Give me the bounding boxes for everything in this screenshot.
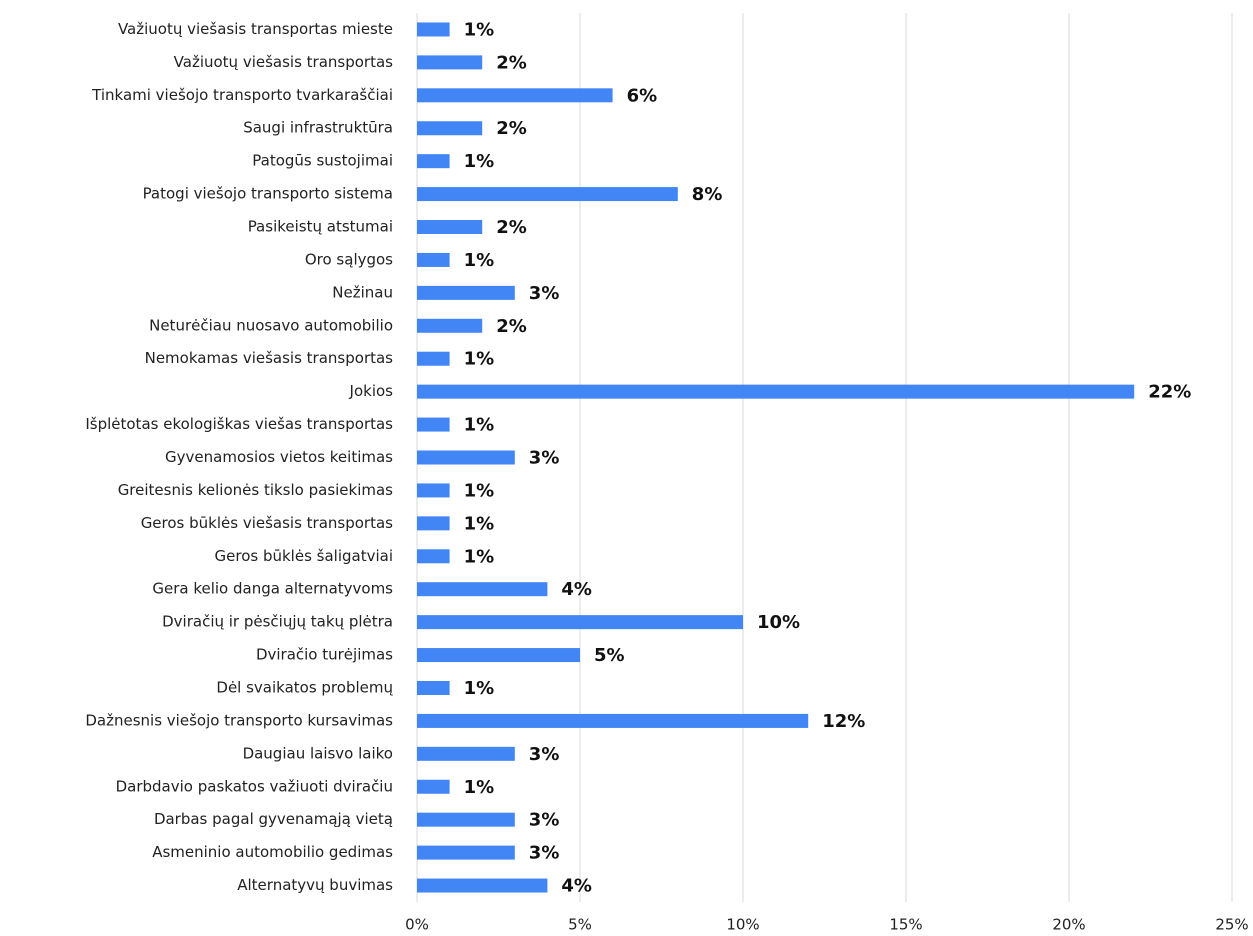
bar [417,55,483,70]
bar [417,318,483,333]
bar [417,615,743,630]
value-label: 5% [594,645,625,666]
y-tick-label: Nežinau [332,283,393,301]
bar [417,713,809,728]
bar [417,187,678,202]
bar [417,351,450,366]
value-label: 8% [692,184,723,205]
y-tick-label: Dviračių ir pėsčiųjų takų plėtra [162,613,393,631]
value-label: 3% [529,810,560,831]
y-tick-label: Saugi infrastruktūra [243,119,393,137]
y-tick-label: Važiuotų viešasis transportas [174,53,394,71]
value-label: 10% [757,612,800,633]
bar [417,483,450,498]
x-tick-label: 5% [568,916,592,934]
bar [417,285,515,300]
value-label: 12% [822,711,865,732]
y-tick-label: Gera kelio danga alternatyvoms [152,580,393,598]
bar [417,220,483,235]
y-tick-label: Dažnesnis viešojo transporto kursavimas [85,711,393,729]
y-tick-label: Oro sąlygos [305,250,393,268]
y-tick-label: Greitesnis kelionės tikslo pasiekimas [118,481,393,499]
y-tick-label: Tinkami viešojo transporto tvarkaraščiai [91,86,393,104]
value-label: 1% [464,250,495,271]
bar [417,516,450,531]
value-label: 3% [529,843,560,864]
y-tick-label: Dviračio turėjimas [256,646,393,664]
y-tick-label: Važiuotų viešasis transportas mieste [118,20,393,38]
bar [417,845,515,860]
y-tick-label: Nemokamas viešasis transportas [145,349,394,367]
value-label: 1% [464,678,495,699]
y-tick-label: Alternatyvų buvimas [237,876,393,894]
bar [417,121,483,136]
value-label: 1% [464,349,495,370]
y-tick-label: Patogūs sustojimai [252,152,393,170]
value-label: 2% [496,118,527,139]
value-label: 1% [464,546,495,567]
y-tick-label: Pasikeistų atstumai [248,218,393,236]
y-tick-label: Neturėčiau nuosavo automobilio [149,316,393,334]
y-tick-label: Dėl svaikatos problemų [216,678,393,696]
bar [417,417,450,432]
x-tick-label: 15% [889,916,922,934]
value-label: 1% [464,415,495,436]
value-label: 6% [627,85,658,106]
bar [417,878,548,893]
y-tick-label: Išplėtotas ekologiškas viešas transporta… [85,415,393,433]
bar [417,648,580,663]
bar [417,88,613,103]
bar [417,154,450,169]
y-tick-label: Gyvenamosios vietos keitimas [165,448,393,466]
y-tick-label: Daugiau laisvo laiko [243,744,393,762]
value-label: 3% [529,744,560,765]
bar [417,582,548,597]
value-label: 2% [496,316,527,337]
bar [417,779,450,794]
value-label: 2% [496,52,527,73]
x-tick-label: 10% [726,916,759,934]
bar [417,746,515,761]
value-label: 4% [561,579,592,600]
value-label: 1% [464,777,495,798]
bar [417,22,450,37]
value-label: 1% [464,513,495,534]
y-tick-label: Patogi viešojo transporto sistema [143,185,393,203]
value-label: 1% [464,480,495,501]
value-label: 3% [529,283,560,304]
y-tick-label: Darbdavio paskatos važiuoti dviračiu [116,777,393,795]
y-tick-label: Darbas pagal gyvenamąją vietą [154,810,393,828]
value-label: 1% [464,151,495,172]
bar [417,812,515,827]
value-label: 1% [464,19,495,40]
x-tick-label: 20% [1052,916,1085,934]
bar [417,384,1135,399]
x-tick-label: 25% [1215,916,1248,934]
value-label: 22% [1148,382,1191,403]
bar [417,252,450,267]
value-label: 4% [561,876,592,897]
y-tick-label: Geros būklės viešasis transportas [141,514,393,532]
y-tick-label: Geros būklės šaligatviai [215,547,393,565]
bar [417,680,450,695]
value-label: 2% [496,217,527,238]
x-tick-label: 0% [405,916,429,934]
bar [417,549,450,564]
y-tick-label: Jokios [349,382,394,400]
y-tick-label: Asmeninio automobilio gedimas [152,843,393,861]
value-label: 3% [529,448,560,469]
bar [417,450,515,465]
